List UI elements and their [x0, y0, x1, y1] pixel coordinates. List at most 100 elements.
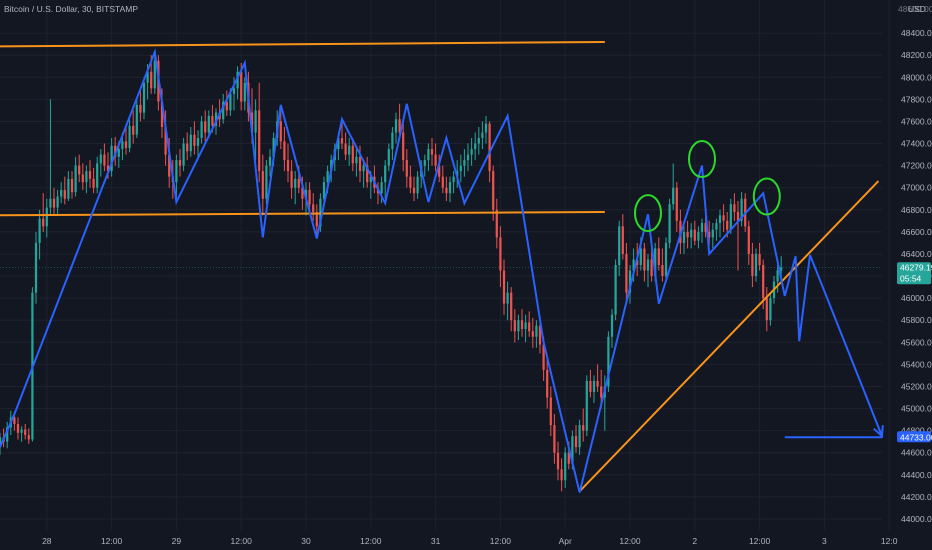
candle	[510, 287, 513, 332]
candle-body	[693, 229, 696, 241]
candle	[585, 375, 588, 437]
candle	[74, 156, 77, 197]
candle	[614, 259, 617, 321]
candle	[258, 82, 261, 183]
candle-body	[160, 101, 164, 127]
candle-body	[434, 154, 437, 166]
candle-body	[193, 134, 196, 146]
target-price-badge-bg	[897, 431, 931, 443]
time-tick-label: 3	[822, 536, 827, 546]
candle-body	[549, 397, 552, 426]
candle-body	[362, 165, 365, 172]
candle-body	[718, 215, 722, 224]
candle-body	[704, 223, 707, 232]
candle-body	[747, 226, 750, 254]
candle-body	[672, 187, 675, 205]
price-tick-label: 45000.00	[901, 404, 932, 414]
candle-body	[607, 336, 610, 387]
candle	[672, 163, 675, 210]
candle-body	[92, 178, 95, 188]
candle-body	[448, 182, 452, 194]
candle	[178, 149, 182, 177]
candle-body	[42, 218, 45, 227]
candle-body	[286, 160, 290, 172]
highlight-circle[interactable]	[634, 194, 662, 233]
price-tick-label: 47800.00	[901, 94, 932, 104]
candle	[722, 204, 725, 232]
candle	[412, 176, 416, 201]
candle-body	[610, 314, 614, 337]
candle	[700, 218, 704, 243]
candle-body	[268, 156, 272, 166]
time-tick-label: 12:00	[619, 536, 641, 546]
candle	[682, 226, 686, 254]
price-axis[interactable]: 44000.00 44200.00 44400.00 44600.00 44800.00…	[901, 28, 932, 524]
time-tick-label: 29	[172, 536, 182, 546]
candle	[402, 121, 405, 172]
candle	[362, 160, 365, 188]
candle-body	[312, 204, 315, 212]
candle	[427, 143, 430, 172]
candle-body	[726, 220, 729, 230]
candle	[27, 428, 30, 444]
chart-title: Bitcoin / U.S. Dollar, 30, BITSTAMP	[4, 4, 138, 14]
level-line-upper[interactable]	[0, 40, 605, 48]
target-price-badge: 44733.00	[897, 431, 932, 443]
candle-body	[63, 189, 66, 199]
time-axis[interactable]: 28 12:00 29 12:00 30 12:00 31 12:00 Apr 12:00 2 12:…	[42, 536, 898, 546]
level-line-lower[interactable]	[0, 211, 605, 217]
time-tick-label: 12:00	[749, 536, 771, 546]
candle	[596, 364, 599, 392]
candle	[268, 149, 272, 177]
candle	[294, 171, 297, 205]
candle	[164, 110, 167, 166]
candle	[758, 242, 761, 271]
candle-body	[13, 417, 16, 424]
candle	[610, 309, 614, 348]
candle	[45, 198, 48, 238]
candle-body	[535, 325, 538, 337]
candle	[502, 259, 506, 315]
current-price-value: 46279.19	[900, 262, 932, 272]
candle-body	[6, 427, 9, 442]
candle-body	[628, 270, 632, 293]
candle-body	[85, 171, 88, 183]
candle-body	[178, 160, 182, 166]
candle-body	[186, 143, 189, 152]
candle-body	[531, 331, 534, 337]
candle	[204, 110, 207, 142]
candle	[110, 138, 113, 177]
candle	[283, 126, 286, 172]
candle	[574, 425, 578, 453]
candle-body	[358, 156, 362, 172]
highlight-circle[interactable]	[688, 140, 716, 178]
candle-body	[729, 204, 732, 230]
time-tick-label: 12:00	[360, 536, 382, 546]
candle	[135, 99, 138, 139]
candle-body	[441, 176, 444, 188]
currency-label[interactable]: USD	[908, 4, 926, 14]
candle	[103, 143, 106, 172]
highlight-circle[interactable]	[752, 177, 781, 216]
candle	[38, 209, 41, 260]
time-tick-label: 28	[42, 536, 52, 546]
level-line-trendline[interactable]	[578, 180, 880, 493]
candle-body	[571, 436, 574, 464]
candle-body	[139, 104, 142, 113]
candle-body	[646, 259, 650, 271]
candle	[754, 248, 758, 282]
candle-body	[394, 119, 398, 133]
price-tick-label: 48000.00	[901, 72, 932, 82]
candle	[96, 156, 99, 194]
candle	[582, 408, 585, 442]
zigzag-pattern[interactable]	[0, 47, 883, 493]
candle	[621, 214, 624, 260]
candle-body	[430, 149, 434, 155]
candle	[405, 149, 408, 188]
candle-body	[142, 82, 146, 113]
candle-body	[600, 386, 603, 398]
candle-body	[168, 154, 171, 177]
candle-body	[708, 231, 711, 238]
candle	[114, 136, 117, 166]
